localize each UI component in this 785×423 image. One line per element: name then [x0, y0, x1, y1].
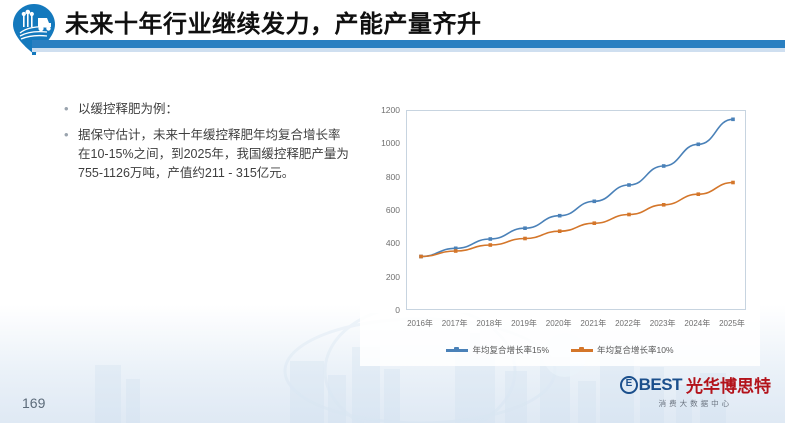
bullet-list: 以缓控释肥为例： 据保守估计，未来十年缓控释肥年均复合增长率在10-15%之间，…	[62, 99, 352, 190]
y-axis-tick-label: 1000	[381, 138, 400, 149]
line-chart-svg	[419, 117, 735, 259]
chart-data-point	[661, 164, 666, 168]
legend-item-0[interactable]: 年均复合增长率15%	[446, 344, 549, 356]
legend-swatch-icon	[446, 346, 469, 352]
chart-series-line-0	[420, 118, 734, 258]
brand-subtitle: 消费大数据中心	[658, 399, 733, 408]
brand-name-cn: 光华博思特	[686, 377, 771, 396]
header-accent-bar	[32, 40, 785, 48]
chart-data-point	[592, 221, 597, 225]
chart-data-point	[557, 213, 562, 218]
x-axis-tick-label: 2019年	[511, 319, 537, 328]
x-axis-tick-label: 2021年	[580, 319, 607, 328]
brand-mark: E	[619, 375, 638, 394]
page-number: 169	[22, 395, 46, 411]
chart-data-point	[488, 237, 493, 241]
chart-data-point	[557, 229, 562, 233]
y-axis-tick-label: 200	[385, 271, 400, 282]
chart-data-point	[731, 117, 735, 122]
x-axis-tick-label: 2025年	[719, 319, 745, 328]
y-axis-tick-label: 0	[395, 305, 400, 315]
x-axis-tick-label: 2020年	[545, 319, 572, 328]
chart-data-point	[453, 246, 458, 251]
x-axis-tick-label: 2018年	[476, 319, 503, 328]
chart-plot-area	[406, 110, 746, 310]
chart-series-line-1	[420, 181, 734, 258]
brand-name: E BEST	[619, 374, 683, 395]
x-axis-tick-label: 2017年	[441, 319, 468, 328]
chart-data-point	[419, 254, 423, 259]
chart-container: 0 200 400 600 800 1000 1200 2016年 2017年 2018年 201…	[360, 88, 760, 366]
y-axis-tick-label: 600	[385, 205, 400, 215]
x-axis-tick-label: 2016年	[407, 319, 433, 328]
slide-header: 未来十年行业继续发力，产能产量齐升	[0, 0, 785, 58]
chart-data-point	[453, 249, 458, 253]
chart-data-point	[488, 243, 493, 247]
chart-data-point	[696, 192, 701, 196]
x-axis-tick-label: 2022年	[615, 319, 641, 328]
chart-legend: 年均复合增长率15% 年均复合增长率10%	[360, 344, 760, 356]
chart-data-point	[627, 183, 631, 187]
chart-data-point	[523, 226, 527, 230]
y-axis-tick-label: 800	[385, 171, 400, 182]
chart-data-point	[661, 203, 666, 207]
chart-data-point	[731, 180, 735, 185]
chart-data-point	[627, 212, 631, 217]
x-axis-tick-label: 2023年	[649, 319, 676, 328]
chart-data-point	[592, 199, 597, 204]
y-axis-tick-label: 1200	[381, 105, 400, 115]
page-title: 未来十年行业继续发力，产能产量齐升	[65, 10, 482, 38]
list-item: 以缓控释肥为例：	[62, 99, 352, 119]
list-item: 据保守估计，未来十年缓控释肥年均复合增长率在10-15%之间，到2025年，我国…	[62, 125, 352, 183]
brand-logo: E BEST 光华博思特 消费大数据中心	[619, 372, 771, 409]
x-axis-tick-label: 2024年	[684, 319, 711, 328]
header-accent-bar-light	[32, 48, 785, 52]
y-axis-tick-label: 400	[385, 238, 400, 249]
legend-label: 年均复合增长率10%	[597, 345, 674, 355]
chart-data-point	[696, 142, 701, 147]
legend-swatch-icon	[571, 346, 593, 352]
chart-data-point	[523, 236, 527, 241]
legend-label: 年均复合增长率15%	[472, 345, 549, 355]
brand-name-text: BEST	[638, 374, 683, 394]
legend-item-1[interactable]: 年均复合增长率10%	[571, 344, 674, 356]
